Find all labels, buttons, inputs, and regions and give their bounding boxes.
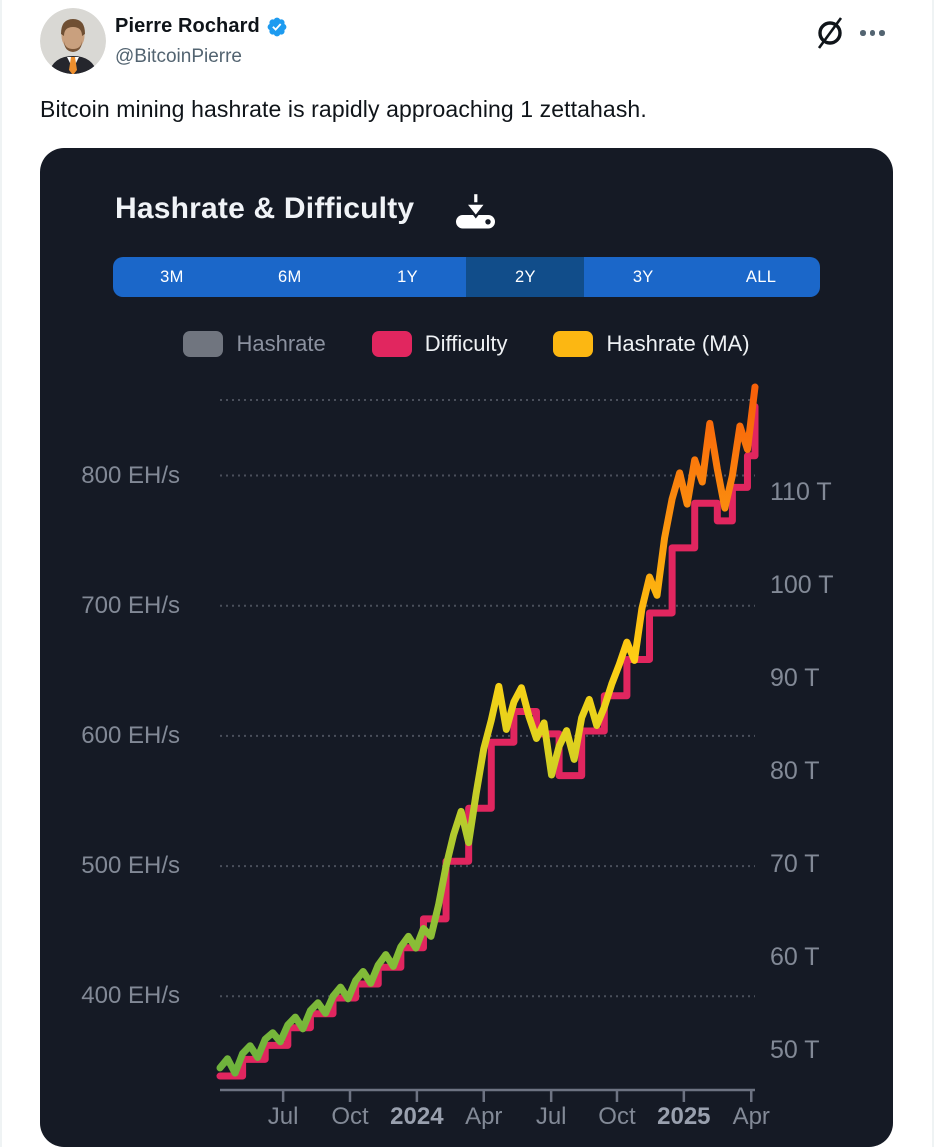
right-axis-tick: 80 T — [770, 757, 820, 786]
left-axis-tick: 600 EH/s — [81, 721, 180, 749]
chart-title: Hashrate & Difficulty — [115, 192, 415, 225]
legend-item-hashrate-ma-[interactable]: Hashrate (MA) — [553, 331, 750, 357]
right-axis-tick: 50 T — [770, 1036, 820, 1064]
x-axis-tick: 2025 — [657, 1103, 711, 1130]
range-option-3y[interactable]: 3Y — [632, 267, 654, 286]
dot-icon — [879, 30, 885, 36]
left-axis-tick: 500 EH/s — [81, 852, 180, 880]
legend-swatch — [553, 331, 594, 357]
range-option-2y[interactable]: 2Y — [466, 257, 585, 297]
x-axis-tick: Oct — [331, 1103, 369, 1130]
left-axis-tick: 800 EH/s — [81, 461, 180, 489]
legend-item-difficulty[interactable]: Difficulty — [371, 331, 508, 357]
legend-swatch — [371, 331, 412, 357]
grok-button[interactable] — [812, 14, 848, 52]
download-icon — [456, 191, 495, 229]
range-option-3m[interactable]: 3M — [160, 267, 184, 286]
right-axis-tick: 90 T — [770, 664, 820, 693]
legend-label: Hashrate (MA) — [606, 331, 750, 356]
author-handle[interactable]: @BitcoinPierre — [115, 46, 242, 67]
x-axis-tick: Apr — [732, 1103, 770, 1130]
left-axis-tick: 400 EH/s — [81, 982, 180, 1010]
verified-badge-icon — [267, 17, 287, 36]
column-border-left — [0, 0, 2, 1147]
author-row: Pierre Rochard — [115, 15, 288, 38]
avatar-image — [40, 8, 106, 74]
legend-label: Difficulty — [424, 331, 508, 356]
right-axis-tick: 110 T — [770, 478, 832, 507]
column-border-right — [932, 0, 934, 1147]
x-axis-tick: Jul — [535, 1103, 567, 1130]
range-option-1y[interactable]: 1Y — [397, 267, 418, 286]
chart-canvas[interactable] — [40, 148, 893, 1147]
more-button[interactable] — [860, 26, 892, 40]
time-range-bar: 3M 6M 1Y 2Y 3Y ALL — [113, 257, 820, 297]
x-axis-tick: Jul — [267, 1103, 299, 1130]
right-axis-tick: 100 T — [770, 571, 834, 600]
legend-swatch — [183, 331, 224, 357]
chart-legend: Hashrate Difficulty Hashrate (MA) — [40, 331, 893, 357]
legend-item-hashrate[interactable]: Hashrate — [183, 331, 326, 357]
x-axis-tick: 2024 — [390, 1103, 444, 1130]
range-option-6m[interactable]: 6M — [277, 267, 302, 286]
download-button[interactable] — [455, 191, 497, 230]
right-axis-tick: 70 T — [770, 850, 820, 879]
chart-area[interactable]: 800 EH/s 700 EH/s 600 EH/s 500 EH/s 400 EH/s… — [40, 148, 893, 1147]
legend-label: Hashrate — [236, 331, 326, 356]
right-axis-tick: 60 T — [770, 943, 820, 972]
left-axis-tick: 700 EH/s — [81, 591, 180, 619]
grok-icon — [817, 17, 843, 49]
author-name[interactable]: Pierre Rochard — [115, 15, 260, 37]
dot-icon — [860, 30, 866, 36]
dot-icon — [869, 30, 875, 36]
tweet-text: Bitcoin mining hashrate is rapidly appro… — [40, 96, 647, 122]
range-option-all[interactable]: ALL — [745, 267, 777, 286]
chart-card: 800 EH/s 700 EH/s 600 EH/s 500 EH/s 400 EH/s… — [40, 148, 893, 1147]
x-axis-tick: Oct — [598, 1103, 636, 1130]
x-axis-tick: Apr — [465, 1103, 503, 1130]
avatar[interactable] — [40, 8, 106, 74]
